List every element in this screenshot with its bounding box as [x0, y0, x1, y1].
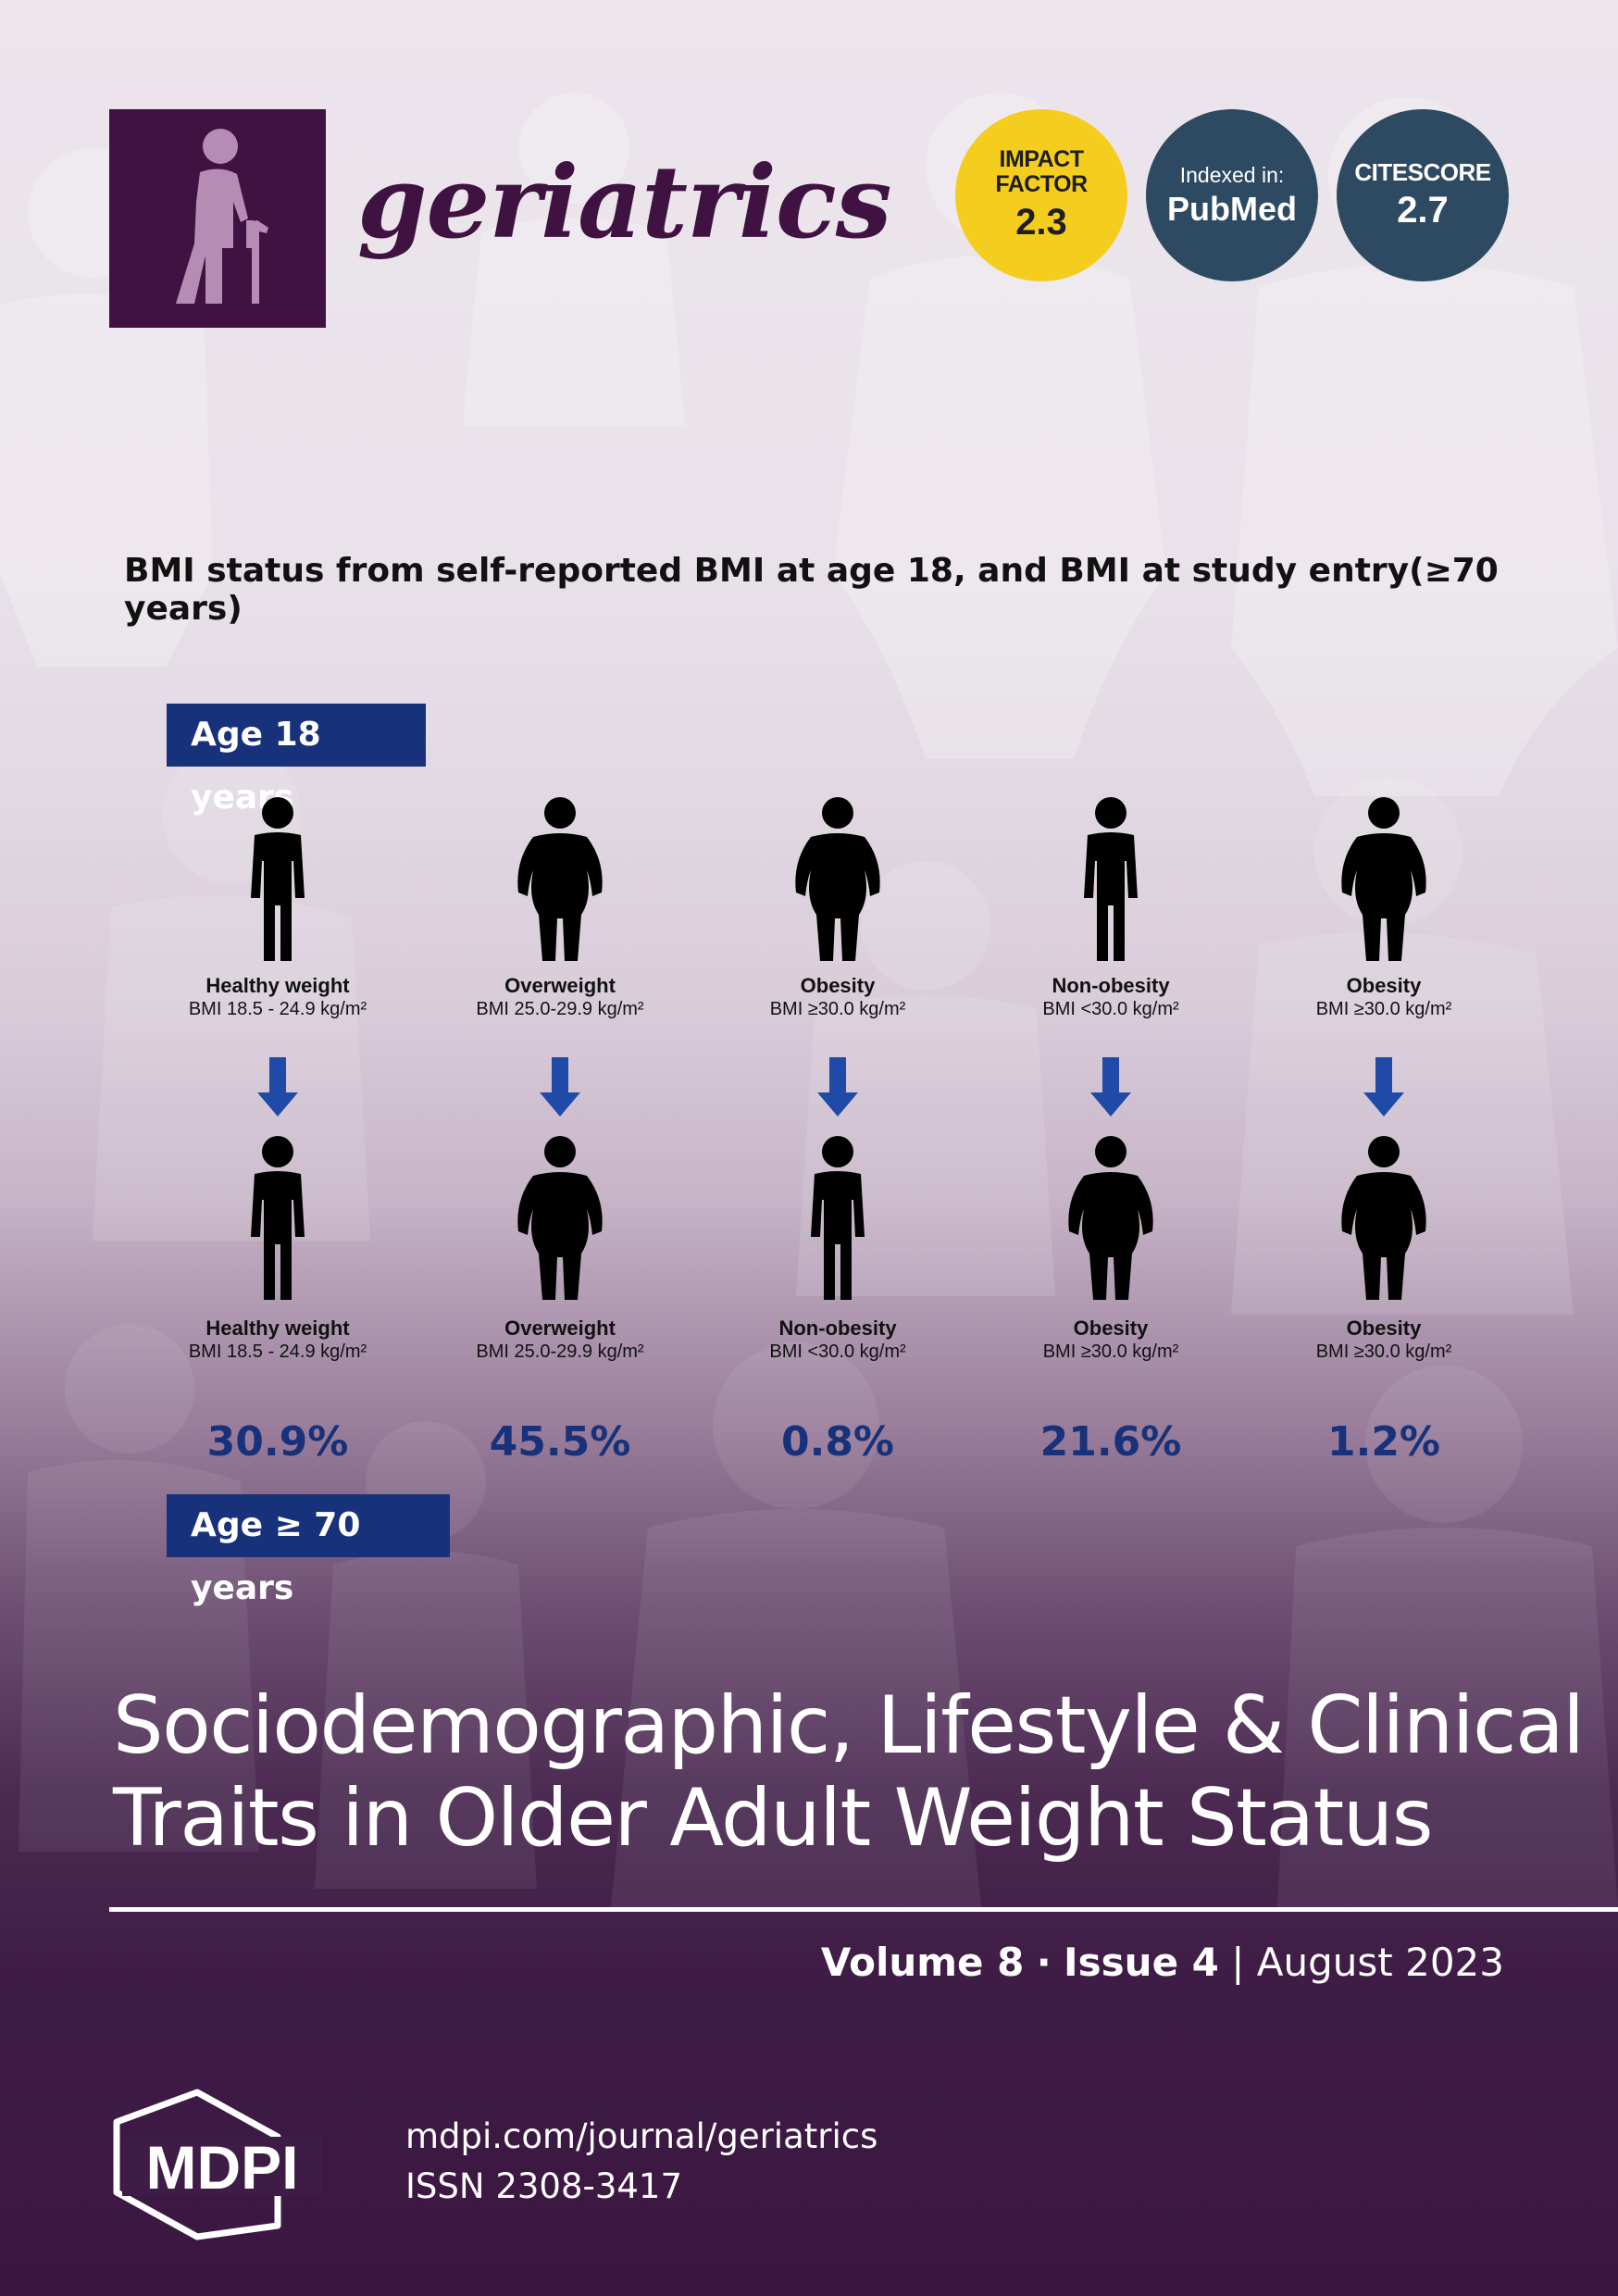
age-18-status: Obesity BMI ≥30.0 kg/m²: [699, 974, 977, 1020]
age-70-status-name: Overweight: [504, 1316, 616, 1340]
age-18-status-name: Healthy weight: [205, 974, 350, 997]
age-18-status-bmi: BMI ≥30.0 kg/m²: [769, 999, 906, 1019]
age-18-status-bmi: BMI 25.0-29.9 kg/m²: [476, 999, 644, 1019]
transition-percent: 45.5%: [489, 1418, 631, 1466]
mdpi-logo-text: MDPI: [146, 2133, 299, 2202]
issue-bar: |: [1231, 1940, 1245, 1985]
down-arrow-icon: [1363, 1057, 1404, 1117]
transition-percent: 21.6%: [1039, 1418, 1182, 1466]
age-18-status-bmi: BMI ≥30.0 kg/m²: [1315, 999, 1452, 1019]
age-18-status-name: Overweight: [504, 974, 616, 997]
age-18-status: Overweight BMI 25.0-29.9 kg/m²: [421, 974, 699, 1020]
person-age-70-icon: [1341, 1136, 1426, 1300]
transition-percent: 1.2%: [1326, 1418, 1441, 1466]
volume: Volume 8: [820, 1940, 1025, 1985]
impact-factor-label-1: IMPACT: [999, 146, 1084, 172]
transition-percent: 0.8%: [780, 1418, 895, 1466]
age-70-status-name: Obesity: [1346, 1316, 1422, 1340]
age-70-status: Non-obesity BMI <30.0 kg/m²: [699, 1316, 977, 1363]
impact-factor-label-2: FACTOR: [995, 171, 1088, 197]
age-70-status-bmi: BMI <30.0 kg/m²: [769, 1341, 906, 1362]
mdpi-logo: MDPI: [113, 2089, 322, 2240]
transition-percent: 30.9%: [206, 1418, 349, 1466]
issue-number: Issue 4: [1064, 1940, 1219, 1985]
article-title: Sociodemographic, Lifestyle & Clinical T…: [113, 1679, 1594, 1865]
age-18-status-name: Obesity: [800, 974, 876, 997]
age-70-status-bmi: BMI ≥30.0 kg/m²: [1042, 1341, 1179, 1362]
age-18-status-name: Obesity: [1346, 974, 1422, 997]
impact-factor-badge: IMPACT FACTOR 2.3: [955, 109, 1127, 281]
person-age-18-icon: [251, 797, 305, 961]
issue-date: August 2023: [1256, 1940, 1504, 1985]
person-age-70-icon: [251, 1136, 305, 1300]
down-arrow-icon: [817, 1057, 858, 1117]
person-age-18-icon: [1084, 797, 1138, 961]
age-bottom-label: Age ≥ 70 years: [167, 1494, 450, 1607]
indexed-label: Indexed in:: [1179, 163, 1285, 187]
figure-title: BMI status from self-reported BMI at age…: [124, 552, 1499, 628]
elderly-person-icon: [176, 129, 268, 304]
age-70-status-name: Non-obesity: [778, 1316, 897, 1340]
age-70-status-bmi: BMI ≥30.0 kg/m²: [1315, 1341, 1452, 1362]
age-70-status-name: Obesity: [1073, 1316, 1149, 1340]
journal-name: geriatrics: [357, 144, 892, 261]
age-18-status-bmi: BMI 18.5 - 24.9 kg/m²: [188, 999, 367, 1019]
person-age-18-icon: [795, 797, 880, 961]
down-arrow-icon: [257, 1057, 298, 1117]
citescore-badge: CITESCORE 2.7: [1337, 109, 1509, 281]
impact-factor-value: 2.3: [1015, 202, 1067, 243]
issue-info: Volume 8 · Issue 4 | August 2023: [741, 1940, 1504, 1985]
age-70-status-bmi: BMI 18.5 - 24.9 kg/m²: [188, 1341, 367, 1362]
citescore-label: CITESCORE: [1354, 158, 1491, 186]
age-18-status: Obesity BMI ≥30.0 kg/m²: [1245, 974, 1523, 1020]
indexed-value: PubMed: [1167, 190, 1297, 228]
person-age-70-icon: [811, 1136, 865, 1300]
title-divider: [109, 1907, 1618, 1912]
down-arrow-icon: [540, 1057, 580, 1117]
article-title-line-2: Traits in Older Adult Weight Status: [113, 1772, 1434, 1865]
age-70-status-bmi: BMI 25.0-29.9 kg/m²: [476, 1341, 644, 1362]
indexed-badge: Indexed in: PubMed: [1146, 109, 1318, 281]
down-arrow-icon: [1090, 1057, 1131, 1117]
issn: ISSN 2308-3417: [405, 2166, 682, 2206]
issue-separator: ·: [1036, 1940, 1052, 1985]
age-18-status-name: Non-obesity: [1052, 974, 1170, 997]
age-70-status: Healthy weight BMI 18.5 - 24.9 kg/m²: [139, 1316, 417, 1363]
journal-logo: [109, 109, 326, 328]
journal-url: mdpi.com/journal/geriatrics: [405, 2116, 878, 2156]
age-18-status: Non-obesity BMI <30.0 kg/m²: [972, 974, 1250, 1020]
article-title-line-1: Sociodemographic, Lifestyle & Clinical: [113, 1679, 1585, 1772]
age-70-status: Obesity BMI ≥30.0 kg/m²: [972, 1316, 1250, 1363]
age-70-status: Obesity BMI ≥30.0 kg/m²: [1245, 1316, 1523, 1363]
citescore-value: 2.7: [1397, 190, 1449, 231]
person-age-70-icon: [1068, 1136, 1153, 1300]
age-18-status-bmi: BMI <30.0 kg/m²: [1042, 999, 1179, 1019]
person-age-18-icon: [1341, 797, 1426, 961]
age-top-label: Age 18 years: [167, 704, 426, 817]
age-70-status: Overweight BMI 25.0-29.9 kg/m²: [421, 1316, 699, 1363]
person-age-70-icon: [517, 1136, 603, 1300]
person-age-18-icon: [517, 797, 603, 961]
age-70-status-name: Healthy weight: [205, 1316, 350, 1340]
age-18-status: Healthy weight BMI 18.5 - 24.9 kg/m²: [139, 974, 417, 1020]
